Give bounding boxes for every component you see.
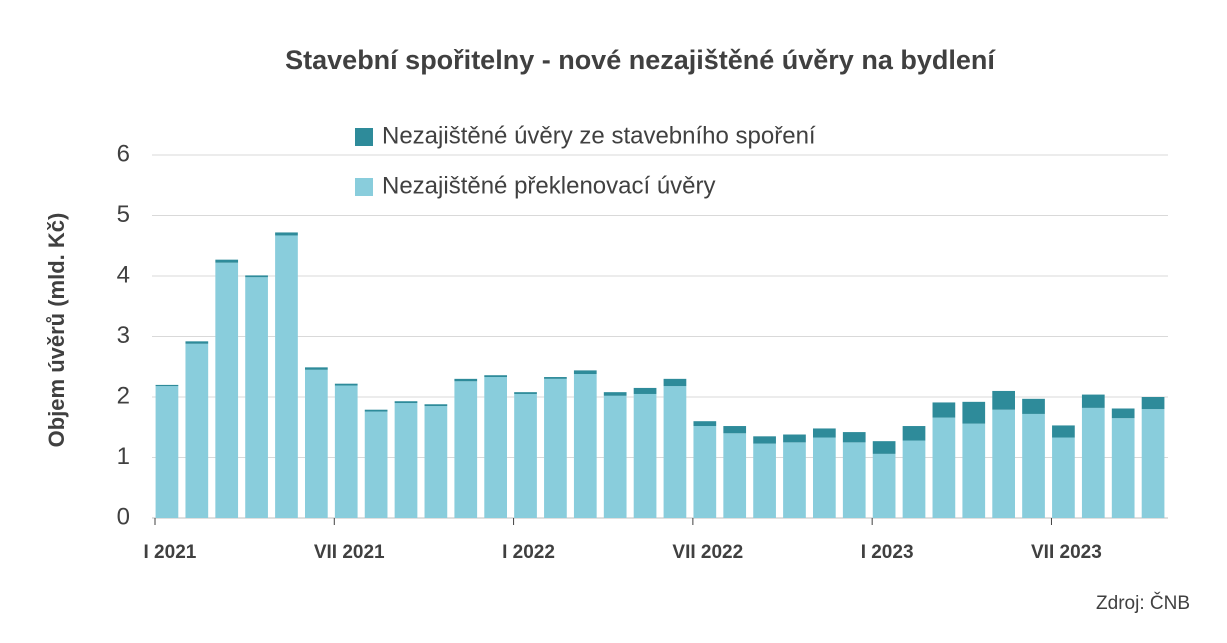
x-tick-label: VII 2021 bbox=[314, 542, 385, 563]
x-tick-label: I 2022 bbox=[502, 542, 555, 563]
bar-segment bbox=[962, 423, 986, 518]
bar-segment bbox=[275, 235, 298, 518]
bar-segment bbox=[1141, 397, 1165, 410]
legend-label: Nezajištěné úvěry ze stavebního spoření bbox=[382, 122, 816, 149]
bar-segment bbox=[932, 417, 956, 518]
bar-segment bbox=[1052, 437, 1075, 518]
bar-segment bbox=[783, 442, 806, 518]
bar-segment bbox=[753, 436, 776, 444]
x-tick-label: VII 2023 bbox=[1031, 542, 1102, 563]
bar-segment bbox=[663, 386, 687, 518]
x-tick-label: VII 2022 bbox=[672, 542, 743, 563]
bar-segment bbox=[932, 402, 956, 418]
bar-segment bbox=[753, 443, 776, 518]
legend-label: Nezajištěné překlenovací úvěry bbox=[382, 172, 716, 199]
bar-segment bbox=[185, 341, 209, 344]
bar-segment bbox=[1141, 409, 1165, 518]
bar-segment bbox=[424, 406, 448, 518]
bar-segment bbox=[484, 375, 508, 378]
bar-segment bbox=[872, 453, 896, 518]
y-tick-label: 5 bbox=[117, 201, 130, 228]
legend-swatch bbox=[355, 178, 373, 196]
bar-segment bbox=[364, 411, 388, 518]
y-tick-label: 1 bbox=[117, 443, 130, 470]
chart-title: Stavební spořitelny - nové nezajištěné ú… bbox=[285, 45, 996, 75]
bar-segment bbox=[245, 275, 268, 278]
bar-segment bbox=[394, 401, 418, 404]
bar-segment bbox=[633, 387, 657, 394]
bar-segment bbox=[364, 409, 388, 412]
bar-segment bbox=[783, 434, 806, 443]
bar-segment bbox=[424, 404, 448, 407]
bar-segment bbox=[573, 374, 597, 518]
bar-segment bbox=[603, 392, 627, 396]
x-tick-label: I 2021 bbox=[144, 542, 197, 563]
y-tick-label: 6 bbox=[117, 140, 130, 167]
bar-segment bbox=[812, 437, 836, 518]
bar-segment bbox=[334, 385, 358, 518]
bar-segment bbox=[812, 428, 836, 438]
bar-segment bbox=[304, 369, 328, 518]
bar-segment bbox=[902, 440, 926, 518]
bar-segment bbox=[334, 383, 358, 386]
y-tick-label: 4 bbox=[117, 261, 130, 288]
x-tick-label: I 2023 bbox=[861, 542, 914, 563]
bar-segment bbox=[245, 277, 268, 518]
bar-segment bbox=[1081, 394, 1105, 408]
bar-segment bbox=[454, 381, 478, 518]
bar-segment bbox=[544, 378, 567, 518]
bar-segment bbox=[693, 421, 717, 427]
bar-segment bbox=[484, 377, 508, 518]
y-tick-label: 0 bbox=[117, 503, 130, 530]
y-tick-label: 3 bbox=[117, 322, 130, 349]
bar-segment bbox=[215, 262, 239, 518]
bar-segment bbox=[1052, 425, 1075, 438]
bar-segment bbox=[544, 377, 567, 379]
source: Zdroj: ČNB bbox=[1096, 592, 1190, 614]
bar-segment bbox=[155, 384, 179, 387]
bar-segment bbox=[842, 442, 866, 518]
bar-segment bbox=[723, 433, 747, 518]
bar-segment bbox=[1081, 407, 1105, 518]
bar-segment bbox=[603, 395, 627, 518]
y-axis-label: Objem úvěrů (mld. Kč) bbox=[44, 213, 69, 448]
bar-segment bbox=[992, 390, 1016, 410]
bar-segment bbox=[992, 409, 1016, 518]
bar-segment bbox=[872, 441, 896, 454]
bar-segment bbox=[275, 232, 298, 236]
legend-swatch bbox=[355, 128, 373, 146]
bar-segment bbox=[573, 370, 597, 375]
bar-segment bbox=[514, 392, 537, 394]
bar-segment bbox=[962, 401, 986, 424]
bar-segment bbox=[633, 393, 657, 518]
bar-segment bbox=[215, 259, 239, 263]
bar-segment bbox=[1111, 418, 1135, 518]
bar-segment bbox=[902, 426, 926, 441]
bar-segment bbox=[304, 367, 328, 370]
bar-segment bbox=[1022, 398, 1045, 414]
bar-segment bbox=[693, 426, 717, 518]
y-tick-label: 2 bbox=[117, 382, 130, 409]
bar-segment bbox=[454, 378, 478, 382]
bar-segment bbox=[514, 393, 537, 518]
bar-segment bbox=[155, 386, 179, 518]
bar-segment bbox=[842, 432, 866, 443]
bar-segment bbox=[723, 426, 747, 434]
bar-segment bbox=[1022, 413, 1045, 518]
bar-segment bbox=[394, 403, 418, 518]
bar-segment bbox=[663, 378, 687, 387]
bar-segment bbox=[1111, 408, 1135, 419]
bar-segment bbox=[185, 343, 209, 518]
